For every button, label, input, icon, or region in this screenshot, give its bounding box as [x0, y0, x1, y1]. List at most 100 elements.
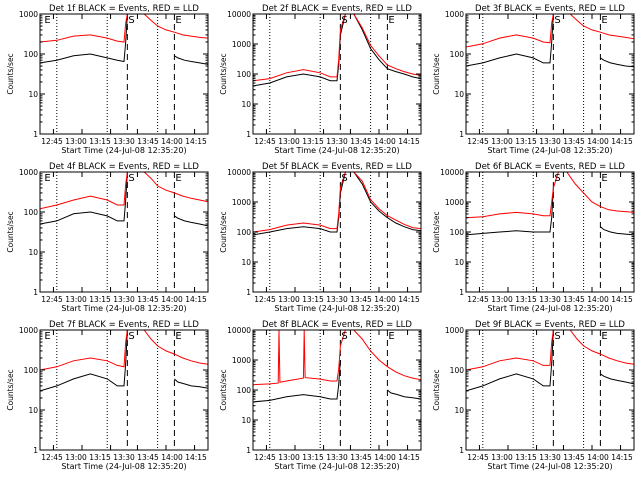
x-tick-label: 13:00 — [278, 453, 300, 462]
event-marker-label: E — [44, 15, 50, 26]
event-rate-line — [466, 14, 554, 67]
panel-title: Det 2f BLACK = Events, RED = LLD — [262, 4, 412, 14]
y-tick-label: 1000 — [445, 198, 464, 207]
y-tick-label: 10 — [454, 406, 464, 415]
y-tick-label: 1000 — [232, 198, 251, 207]
y-axis-label: Counts/sec — [432, 53, 441, 94]
event-marker-label: S — [128, 331, 134, 342]
plot-frame — [39, 329, 209, 451]
x-tick-label: 13:00 — [65, 137, 87, 146]
y-tick-label: 10000 — [227, 326, 251, 335]
event-rate-line — [40, 330, 128, 392]
y-tick-label: 100 — [237, 70, 252, 79]
x-tick-label: 13:00 — [65, 295, 87, 304]
y-tick-label: 10 — [28, 90, 38, 99]
x-tick-label: 14:00 — [374, 137, 396, 146]
y-tick-label: 1000 — [19, 168, 38, 177]
y-tick-label: 10 — [28, 248, 38, 257]
x-tick-label: 13:00 — [491, 453, 513, 462]
y-tick-label: 1 — [33, 288, 38, 297]
panel-title: Det 4f BLACK = Events, RED = LLD — [49, 162, 199, 172]
y-tick-label: 10 — [454, 90, 464, 99]
x-tick-label: 13:15 — [302, 453, 324, 462]
x-tick-label: 14:00 — [374, 295, 396, 304]
y-tick-label: 1000 — [232, 356, 251, 365]
x-tick-label: 13:30 — [539, 137, 561, 146]
x-tick-label: 14:15 — [398, 295, 420, 304]
y-axis-label: Counts/sec — [6, 369, 15, 410]
y-tick-label: 1 — [246, 446, 251, 455]
x-tick-label: 12:45 — [41, 137, 63, 146]
lld-rate-line — [466, 330, 554, 371]
y-tick-label: 10000 — [227, 168, 251, 177]
event-marker-label: E — [175, 173, 181, 184]
lld-rate-line — [253, 172, 421, 233]
y-tick-label: 1000 — [19, 326, 38, 335]
x-tick-label: 14:15 — [611, 295, 633, 304]
x-tick-label: 13:00 — [278, 137, 300, 146]
panel-title: Det 5f BLACK = Events, RED = LLD — [262, 162, 412, 172]
lld-rate-line — [253, 14, 421, 82]
event-marker-label: S — [554, 15, 560, 26]
x-axis-label: Start Time (24-Jul-08 12:35:20) — [274, 304, 399, 313]
panel-9: Det 9f BLACK = Events, RED = LLD 1 10 100 10… — [432, 320, 635, 471]
panel-title: Det 8f BLACK = Events, RED = LLD — [262, 320, 412, 330]
panel-3: Det 3f BLACK = Events, RED = LLD 1 10 100 10… — [432, 4, 635, 155]
event-rate-line — [253, 14, 421, 87]
x-tick-label: 13:15 — [302, 295, 324, 304]
event-marker-label: S — [128, 15, 134, 26]
y-tick-label: 1 — [33, 446, 38, 455]
x-tick-label: 13:30 — [539, 453, 561, 462]
y-tick-label: 10 — [241, 100, 251, 109]
y-tick-label: 10000 — [227, 10, 251, 19]
event-rate-line — [174, 378, 208, 389]
x-tick-label: 14:00 — [161, 137, 183, 146]
x-tick-label: 12:45 — [41, 453, 63, 462]
x-tick-label: 13:15 — [515, 137, 537, 146]
lld-rate-line — [466, 172, 634, 219]
event-marker-label: E — [44, 331, 50, 342]
y-axis-label: Counts/sec — [432, 369, 441, 410]
panel-6: Det 6f BLACK = Events, RED = LLD 1 10 100 10… — [432, 162, 635, 313]
x-tick-label: 12:45 — [254, 295, 276, 304]
lld-rate-line — [253, 330, 421, 386]
x-tick-label: 14:15 — [185, 453, 207, 462]
x-tick-label: 14:15 — [185, 295, 207, 304]
plot-frame — [39, 13, 209, 135]
x-tick-label: 13:00 — [491, 137, 513, 146]
event-marker-label: S — [554, 331, 560, 342]
x-axis-label: Start Time (24-Jul-08 12:35:20) — [61, 304, 186, 313]
x-tick-label: 13:15 — [302, 137, 324, 146]
panel-title: Det 3f BLACK = Events, RED = LLD — [475, 4, 625, 14]
x-tick-label: 14:00 — [587, 295, 609, 304]
y-axis-label: Counts/sec — [219, 53, 228, 94]
y-tick-label: 1000 — [445, 326, 464, 335]
panel-title: Det 9f BLACK = Events, RED = LLD — [475, 320, 625, 330]
event-marker-label: E — [601, 173, 607, 184]
y-axis-label: Counts/sec — [6, 211, 15, 252]
x-axis-label: Start Time (24-Jul-08 12:35:20) — [274, 146, 399, 155]
y-tick-label: 1 — [246, 288, 251, 297]
x-tick-label: 14:15 — [185, 137, 207, 146]
y-tick-label: 1000 — [445, 10, 464, 19]
x-tick-label: 14:00 — [587, 453, 609, 462]
y-tick-label: 1 — [33, 130, 38, 139]
event-rate-line — [466, 187, 554, 236]
event-marker-label: E — [601, 15, 607, 26]
x-tick-label: 12:45 — [41, 295, 63, 304]
x-tick-label: 13:00 — [278, 295, 300, 304]
event-rate-line — [466, 330, 554, 392]
y-tick-label: 10 — [28, 406, 38, 415]
event-rate-line — [253, 172, 421, 236]
plot-frame — [39, 171, 209, 293]
x-axis-label: Start Time (24-Jul-08 12:35:20) — [274, 462, 399, 471]
x-axis-label: Start Time (24-Jul-08 12:35:20) — [61, 146, 186, 155]
y-tick-label: 10 — [241, 258, 251, 267]
y-tick-label: 100 — [237, 386, 252, 395]
y-tick-label: 1 — [459, 446, 464, 455]
panel-1: Det 1f BLACK = Events, RED = LLD 1 10 100 10… — [6, 4, 209, 155]
y-tick-label: 100 — [237, 228, 252, 237]
event-marker-label: S — [128, 173, 134, 184]
y-tick-label: 10000 — [440, 168, 464, 177]
